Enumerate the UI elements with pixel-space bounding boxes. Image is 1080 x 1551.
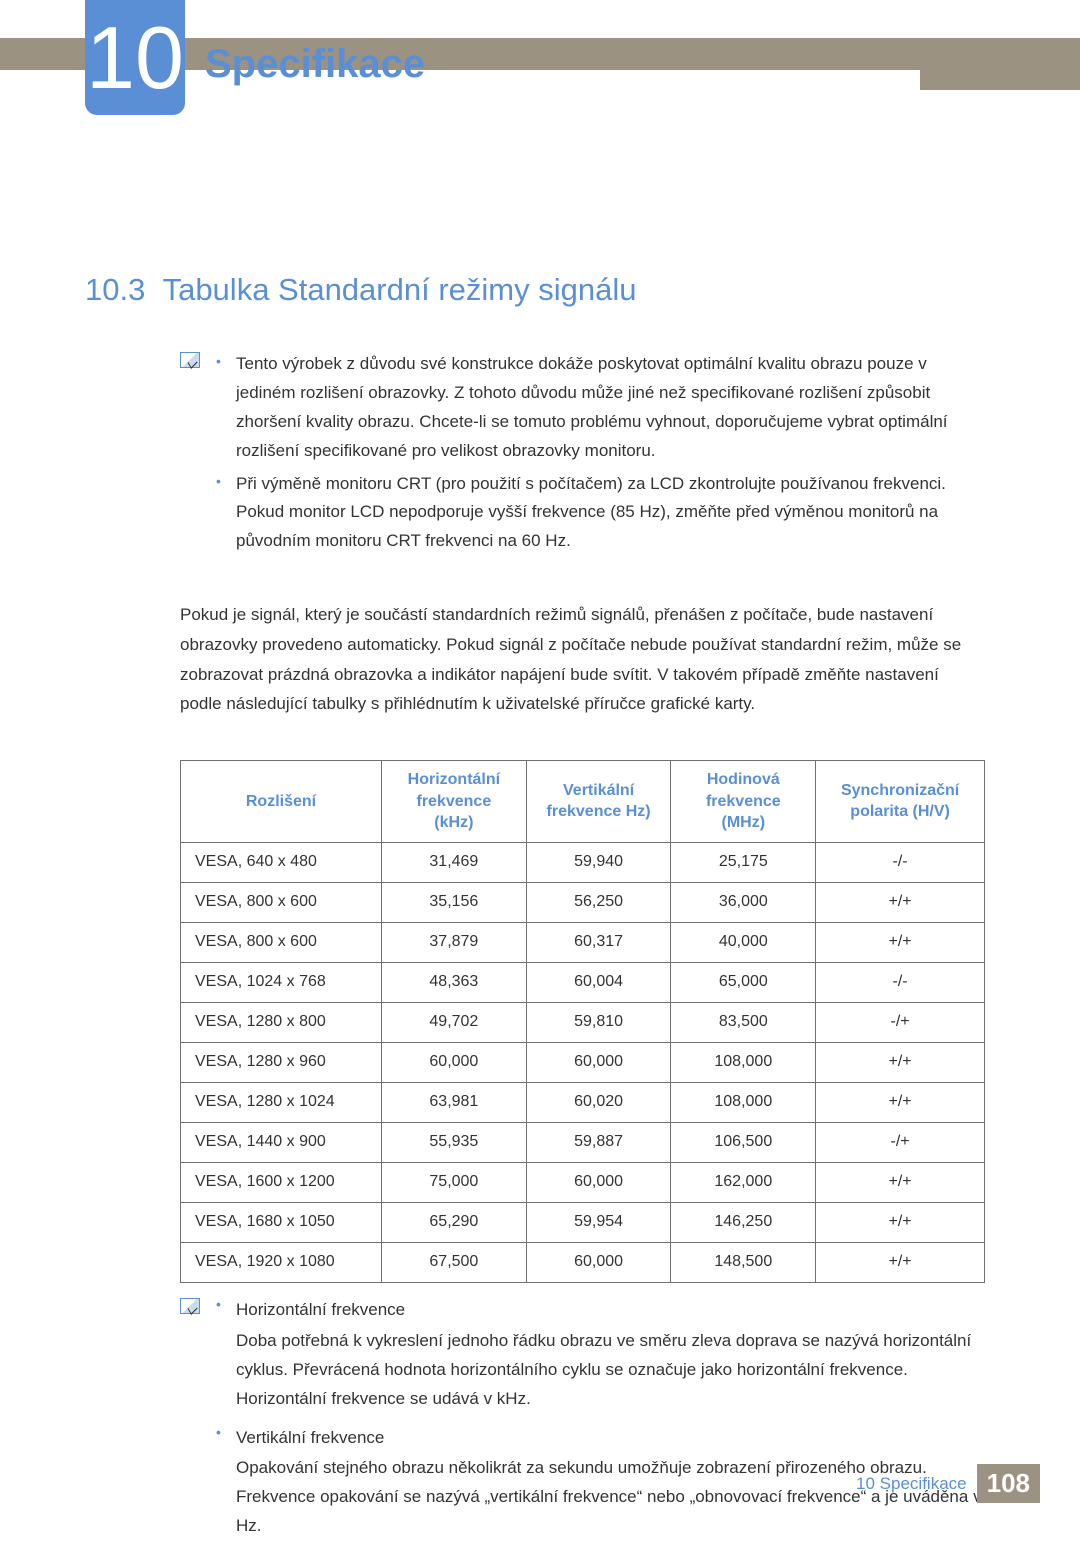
table-cell: 108,000 (671, 1042, 816, 1082)
table-cell: 60,020 (526, 1082, 671, 1122)
table-cell: VESA, 1280 x 960 (181, 1042, 382, 1082)
note-item: Při výměně monitoru CRT (pro použití s p… (236, 470, 985, 557)
table-row: VESA, 1680 x 105065,29059,954146,250+/+ (181, 1202, 985, 1242)
table-row: VESA, 1440 x 90055,93559,887106,500-/+ (181, 1122, 985, 1162)
table-cell: 25,175 (671, 842, 816, 882)
page-footer: 10 Specifikace 108 (856, 1464, 1040, 1503)
table-cell: 59,940 (526, 842, 671, 882)
table-cell: VESA, 1600 x 1200 (181, 1162, 382, 1202)
table-cell: 106,500 (671, 1122, 816, 1162)
table-cell: 37,879 (382, 922, 527, 962)
note-block-bottom: Horizontální frekvence Doba potřebná k v… (210, 1296, 985, 1551)
header-band-right (920, 70, 1080, 90)
table-cell: 83,500 (671, 1002, 816, 1042)
intro-paragraph: Pokud je signál, který je součástí stand… (180, 600, 985, 719)
table-cell: 59,810 (526, 1002, 671, 1042)
note-block-top: Tento výrobek z důvodu své konstrukce do… (210, 350, 985, 560)
table-row: VESA, 1920 x 108067,50060,000148,500+/+ (181, 1242, 985, 1282)
section-heading: 10.3 Tabulka Standardní režimy signálu (85, 272, 636, 308)
note-list-top: Tento výrobek z důvodu své konstrukce do… (210, 350, 985, 556)
table-cell: 108,000 (671, 1082, 816, 1122)
table-cell: VESA, 1280 x 1024 (181, 1082, 382, 1122)
table-header: Horizontálnífrekvence(kHz) (382, 761, 527, 843)
table-cell: -/+ (816, 1002, 985, 1042)
note-item: Tento výrobek z důvodu své konstrukce do… (236, 350, 985, 466)
table-row: VESA, 1024 x 76848,36360,00465,000-/- (181, 962, 985, 1002)
note-icon (180, 1298, 200, 1314)
table-cell: 65,000 (671, 962, 816, 1002)
definition-body: Doba potřebná k vykreslení jednoho řádku… (236, 1327, 985, 1414)
chapter-title: Specifikace (205, 42, 425, 87)
chapter-badge: 10 (85, 0, 185, 115)
table-header: Vertikálnífrekvence Hz) (526, 761, 671, 843)
table-cell: VESA, 800 x 600 (181, 882, 382, 922)
table-cell: VESA, 1280 x 800 (181, 1002, 382, 1042)
table-cell: +/+ (816, 1082, 985, 1122)
table-cell: 31,469 (382, 842, 527, 882)
table-cell: 65,290 (382, 1202, 527, 1242)
table-cell: +/+ (816, 1162, 985, 1202)
table-cell: 146,250 (671, 1202, 816, 1242)
section-title: Tabulka Standardní režimy signálu (163, 272, 637, 307)
table-cell: 67,500 (382, 1242, 527, 1282)
table-cell: VESA, 1024 x 768 (181, 962, 382, 1002)
table-cell: +/+ (816, 1202, 985, 1242)
table-cell: 60,004 (526, 962, 671, 1002)
table-cell: VESA, 1440 x 900 (181, 1122, 382, 1162)
table-cell: 148,500 (671, 1242, 816, 1282)
table-cell: 36,000 (671, 882, 816, 922)
table-header: Synchronizačnípolarita (H/V) (816, 761, 985, 843)
table-cell: 60,000 (526, 1042, 671, 1082)
table-cell: VESA, 1920 x 1080 (181, 1242, 382, 1282)
table-cell: 75,000 (382, 1162, 527, 1202)
table-cell: +/+ (816, 882, 985, 922)
definition-list: Horizontální frekvence Doba potřebná k v… (210, 1296, 985, 1541)
table-cell: 162,000 (671, 1162, 816, 1202)
table-row: VESA, 800 x 60037,87960,31740,000+/+ (181, 922, 985, 962)
table-row: VESA, 1280 x 102463,98160,020108,000+/+ (181, 1082, 985, 1122)
table-cell: 55,935 (382, 1122, 527, 1162)
table-header: Rozlišení (181, 761, 382, 843)
table-cell: 56,250 (526, 882, 671, 922)
table-cell: 49,702 (382, 1002, 527, 1042)
chapter-number: 10 (86, 14, 184, 102)
table-cell: 63,981 (382, 1082, 527, 1122)
definition-term: Vertikální frekvence (236, 1424, 985, 1453)
table-cell: -/- (816, 962, 985, 1002)
table-row: VESA, 640 x 48031,46959,94025,175-/- (181, 842, 985, 882)
table-cell: 60,317 (526, 922, 671, 962)
table-cell: -/+ (816, 1122, 985, 1162)
table-cell: 60,000 (526, 1242, 671, 1282)
table-cell: 60,000 (526, 1162, 671, 1202)
table-cell: 59,954 (526, 1202, 671, 1242)
footer-label: 10 Specifikace (856, 1474, 967, 1494)
table-row: VESA, 1280 x 80049,70259,81083,500-/+ (181, 1002, 985, 1042)
table-cell: +/+ (816, 1042, 985, 1082)
page-number: 108 (977, 1464, 1040, 1503)
table-cell: 35,156 (382, 882, 527, 922)
table-cell: 60,000 (382, 1042, 527, 1082)
definition-term: Horizontální frekvence (236, 1296, 985, 1325)
table-cell: 59,887 (526, 1122, 671, 1162)
table-row: VESA, 1600 x 120075,00060,000162,000+/+ (181, 1162, 985, 1202)
table-row: VESA, 1280 x 96060,00060,000108,000+/+ (181, 1042, 985, 1082)
table-cell: -/- (816, 842, 985, 882)
definition-item: Horizontální frekvence Doba potřebná k v… (236, 1296, 985, 1414)
note-icon (180, 352, 200, 368)
section-number: 10.3 (85, 272, 145, 307)
table-cell: VESA, 1680 x 1050 (181, 1202, 382, 1242)
table-cell: +/+ (816, 922, 985, 962)
table-cell: +/+ (816, 1242, 985, 1282)
table-cell: VESA, 800 x 600 (181, 922, 382, 962)
table-header: Hodinováfrekvence(MHz) (671, 761, 816, 843)
table-cell: 40,000 (671, 922, 816, 962)
table-row: VESA, 800 x 60035,15656,25036,000+/+ (181, 882, 985, 922)
table-cell: VESA, 640 x 480 (181, 842, 382, 882)
signal-modes-table: RozlišeníHorizontálnífrekvence(kHz)Verti… (180, 760, 985, 1283)
table-cell: 48,363 (382, 962, 527, 1002)
